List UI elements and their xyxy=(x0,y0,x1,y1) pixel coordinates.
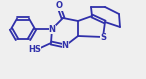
Text: N: N xyxy=(61,41,68,50)
Text: N: N xyxy=(48,24,55,33)
Text: HS: HS xyxy=(29,44,41,53)
Text: O: O xyxy=(55,2,62,11)
Text: S: S xyxy=(100,32,106,41)
